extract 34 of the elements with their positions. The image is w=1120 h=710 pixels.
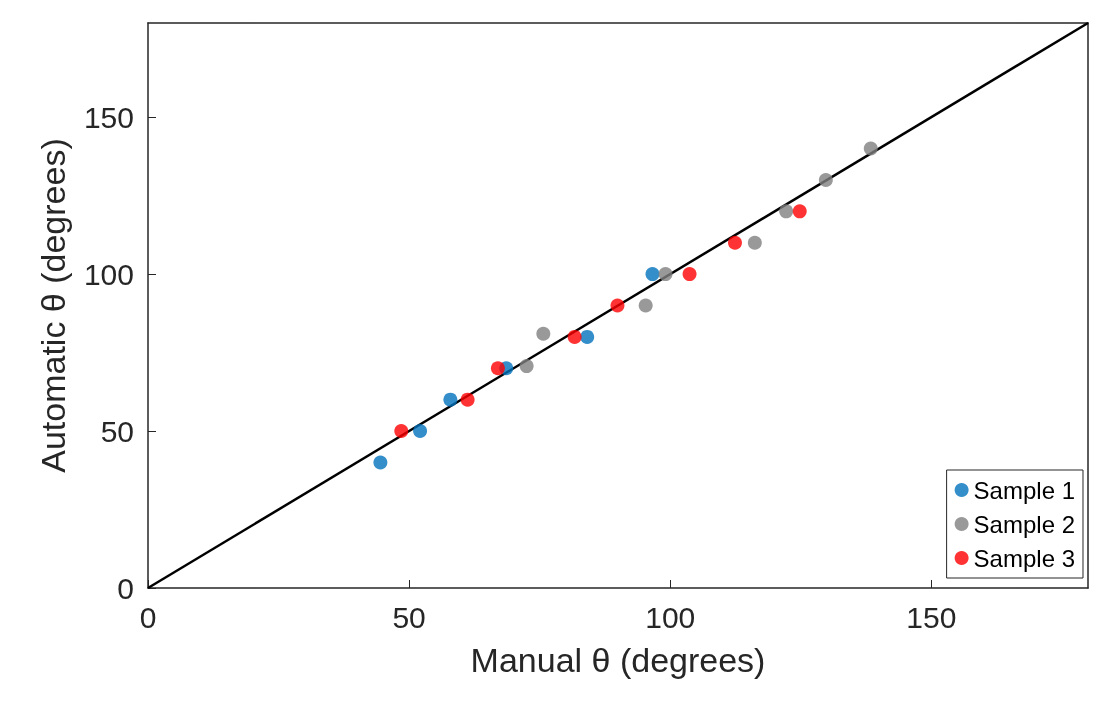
y-axis-title: Automatic θ (degrees)	[34, 138, 72, 473]
point	[580, 329, 595, 344]
point	[519, 359, 534, 374]
y-tick-label: 100	[83, 257, 134, 291]
point	[536, 326, 551, 341]
point	[567, 329, 582, 344]
point	[792, 204, 807, 219]
point	[682, 267, 697, 282]
point	[779, 204, 794, 219]
point	[610, 298, 625, 313]
point	[818, 172, 833, 187]
x-tick-label: 100	[645, 600, 696, 634]
point	[413, 424, 428, 439]
x-tick-label: 0	[139, 600, 157, 634]
point	[394, 424, 409, 439]
point	[373, 455, 388, 470]
point	[443, 392, 458, 407]
point	[645, 267, 660, 282]
x-tick-label: 50	[392, 600, 426, 634]
legend-label: Sample 3	[973, 544, 1075, 572]
point	[638, 298, 653, 313]
x-axis-title: Manual θ (degrees)	[470, 641, 766, 679]
y-tick-label: 0	[117, 571, 134, 605]
legend-label: Sample 1	[973, 476, 1075, 504]
point	[747, 235, 762, 250]
point	[863, 141, 878, 156]
point	[460, 392, 475, 407]
y-tick-label: 150	[83, 100, 134, 134]
legend-label: Sample 2	[973, 510, 1075, 538]
x-tick-label: 150	[906, 600, 957, 634]
point	[727, 235, 742, 250]
point	[490, 361, 505, 376]
y-tick-label: 50	[100, 414, 134, 448]
point	[658, 267, 673, 282]
